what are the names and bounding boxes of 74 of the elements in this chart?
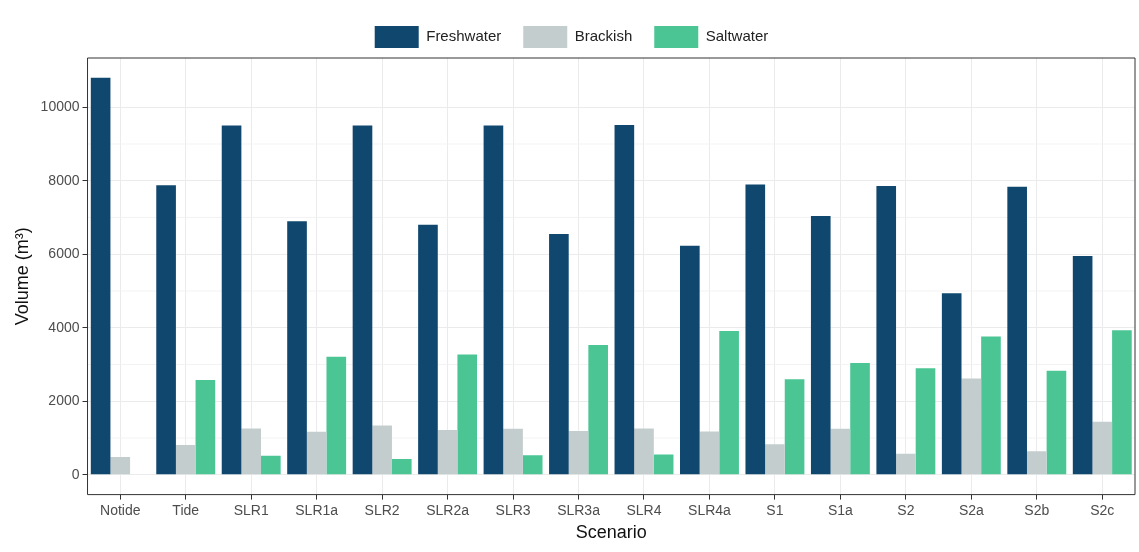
bar [830, 428, 851, 475]
bar [156, 185, 176, 475]
bar [110, 457, 131, 475]
bar [326, 356, 347, 475]
bar [391, 458, 412, 475]
bar [784, 379, 805, 475]
bar [981, 336, 1001, 475]
x-tick-label: S2 [897, 501, 915, 518]
bar [915, 368, 936, 475]
bar [1046, 370, 1067, 475]
x-tick-label: Notide [100, 501, 141, 518]
y-tick-label: 6000 [48, 245, 80, 262]
bar [372, 425, 392, 475]
x-axis-title: Scenario [575, 522, 647, 543]
bar [522, 455, 543, 475]
x-tick-label: S2c [1090, 501, 1115, 518]
legend-label: Freshwater [426, 27, 502, 45]
bar [810, 216, 831, 475]
x-tick-label: SLR2 [364, 501, 400, 518]
bar [568, 431, 589, 475]
bar [549, 234, 569, 475]
bar [961, 378, 982, 475]
legend-label: Brackish [574, 27, 633, 45]
bar [306, 431, 327, 475]
bar [1072, 256, 1093, 475]
bar [175, 444, 196, 475]
y-tick-label: 10000 [40, 98, 80, 115]
x-tick-label: Tide [172, 501, 200, 518]
x-tick-label: S2a [958, 501, 984, 518]
x-tick-label: SLR1 [233, 501, 269, 518]
x-tick-label: SLR4a [688, 501, 732, 518]
x-tick-label: S2b [1024, 501, 1050, 518]
bar [588, 345, 608, 475]
x-tick-label: SLR3a [557, 501, 601, 518]
bar [287, 221, 307, 475]
x-tick-label: SLR4 [626, 501, 662, 518]
bar [437, 429, 458, 475]
bar [614, 124, 635, 475]
bar [850, 363, 870, 475]
y-axis-title: Volume (m³) [11, 227, 32, 326]
bar [896, 453, 916, 475]
bar [1112, 330, 1132, 475]
x-tick-label: SLR1a [295, 501, 339, 518]
x-tick-label: S1 [766, 501, 784, 518]
bar [457, 354, 478, 475]
bar [1092, 421, 1113, 475]
legend-label: Saltwater [705, 27, 769, 45]
bar [653, 454, 674, 475]
bar [261, 455, 281, 475]
bar [1007, 186, 1027, 475]
x-tick-label: SLR2a [426, 501, 470, 518]
bar [221, 125, 242, 475]
bar [699, 431, 720, 475]
x-tick-label: S1a [827, 501, 854, 518]
bar [1026, 451, 1047, 475]
bar [634, 428, 654, 475]
bar [483, 125, 504, 475]
bar [680, 245, 700, 475]
bar [90, 77, 111, 475]
y-tick-label: 0 [71, 465, 80, 482]
x-tick-label: SLR3 [495, 501, 531, 518]
bar [941, 293, 962, 475]
bar [745, 184, 766, 475]
bar [503, 428, 523, 475]
bar [876, 185, 897, 475]
y-tick-label: 2000 [48, 392, 80, 409]
bar [765, 444, 785, 475]
bar [418, 224, 438, 475]
bar [719, 331, 739, 475]
bar [352, 125, 373, 475]
y-tick-label: 4000 [48, 318, 80, 335]
y-tick-label: 8000 [48, 171, 80, 188]
bar [241, 428, 262, 475]
bar [195, 379, 216, 475]
